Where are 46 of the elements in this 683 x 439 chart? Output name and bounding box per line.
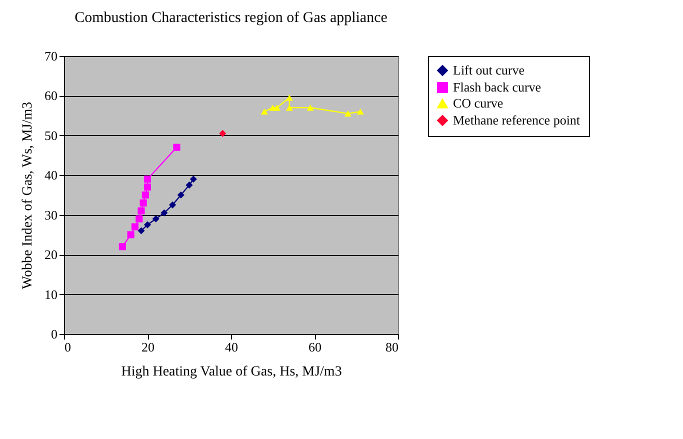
y-tick-label: 20	[44, 247, 58, 262]
legend-label: Lift out curve	[453, 62, 525, 78]
point	[260, 108, 268, 115]
point	[138, 227, 145, 234]
point	[219, 130, 226, 137]
point	[138, 207, 145, 214]
point	[177, 191, 184, 199]
point	[186, 182, 193, 189]
point	[118, 243, 126, 250]
y-tick-label: 0	[51, 326, 58, 342]
point	[306, 104, 314, 111]
y-tick-label: 50	[44, 128, 58, 143]
chart-title: Combustion Characteristics region of Gas appliance	[74, 10, 388, 26]
x-tick-label: 20	[142, 340, 154, 354]
legend-label: Methane reference point	[453, 112, 580, 128]
point	[144, 176, 152, 183]
legend-label: CO curve	[453, 96, 504, 110]
point	[127, 231, 134, 238]
point	[160, 209, 168, 216]
point	[144, 184, 152, 191]
point	[344, 110, 352, 117]
x-axis-title: High Heating Value of Gas, Hs, MJ/m3	[121, 364, 342, 380]
y-tick-label: 30	[44, 207, 58, 222]
point	[152, 215, 160, 222]
legend-label: Flash back curve	[453, 80, 542, 94]
point	[140, 199, 147, 206]
point	[136, 215, 143, 222]
x-tick-label: 60	[308, 340, 322, 354]
point	[173, 144, 180, 151]
point	[273, 104, 280, 111]
point	[142, 191, 149, 199]
x-tick-label: 80	[386, 340, 398, 354]
y-axis-title: Wobbe Index of Gas, Ws, MJ/m3	[20, 102, 36, 290]
y-tick-label: 70	[44, 48, 58, 64]
point	[356, 108, 364, 115]
y-tick-label: 10	[44, 286, 58, 302]
y-tick-label: 60	[44, 88, 58, 104]
point	[286, 104, 293, 111]
point	[190, 176, 197, 183]
point	[131, 223, 139, 230]
point	[144, 221, 152, 228]
x-tick-label: 40	[225, 340, 238, 354]
x-tick-label: 0	[64, 340, 71, 354]
point	[286, 94, 293, 101]
point	[169, 201, 176, 208]
y-tick-label: 40	[44, 168, 58, 183]
